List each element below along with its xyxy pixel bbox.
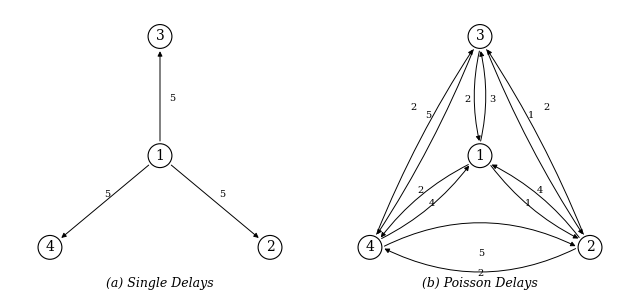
FancyArrowPatch shape [480, 52, 486, 141]
Text: 1: 1 [156, 149, 164, 163]
FancyArrowPatch shape [381, 166, 468, 239]
Text: 2: 2 [417, 186, 424, 195]
FancyArrowPatch shape [486, 50, 582, 234]
Text: 1: 1 [525, 199, 531, 208]
Text: 3: 3 [476, 30, 484, 43]
Text: 2: 2 [266, 240, 275, 254]
Text: 5: 5 [104, 190, 110, 199]
FancyArrowPatch shape [172, 165, 258, 237]
Circle shape [578, 235, 602, 259]
Text: 5: 5 [169, 94, 175, 103]
Text: 3: 3 [489, 95, 495, 104]
FancyArrowPatch shape [158, 52, 162, 141]
Circle shape [38, 235, 62, 259]
Text: 1: 1 [476, 149, 484, 163]
Text: 2: 2 [543, 103, 549, 112]
Text: 2: 2 [478, 269, 484, 277]
Circle shape [148, 144, 172, 168]
Text: 2: 2 [586, 240, 595, 254]
FancyArrowPatch shape [62, 165, 148, 237]
FancyArrowPatch shape [488, 50, 584, 234]
Text: 1: 1 [528, 111, 534, 120]
FancyArrowPatch shape [493, 165, 579, 237]
FancyArrowPatch shape [385, 248, 575, 272]
Circle shape [468, 25, 492, 48]
Text: 3: 3 [156, 30, 164, 43]
Text: (b) Poisson Delays: (b) Poisson Delays [422, 277, 538, 290]
Circle shape [358, 235, 382, 259]
Circle shape [468, 144, 492, 168]
Text: 4: 4 [429, 199, 435, 208]
Text: 4: 4 [365, 240, 374, 254]
Text: 5: 5 [220, 190, 225, 199]
FancyArrowPatch shape [385, 223, 575, 246]
Text: 5: 5 [426, 111, 432, 120]
FancyArrowPatch shape [491, 166, 577, 238]
FancyArrowPatch shape [381, 164, 468, 237]
Text: 2: 2 [411, 103, 417, 112]
FancyArrowPatch shape [376, 50, 472, 234]
Circle shape [258, 235, 282, 259]
FancyArrowPatch shape [474, 51, 480, 140]
Text: (a) Single Delays: (a) Single Delays [106, 277, 214, 290]
FancyArrowPatch shape [378, 50, 474, 234]
Text: 5: 5 [478, 249, 484, 258]
Text: 2: 2 [464, 95, 470, 104]
Text: 4: 4 [536, 186, 543, 195]
Circle shape [148, 25, 172, 48]
Text: 4: 4 [45, 240, 54, 254]
